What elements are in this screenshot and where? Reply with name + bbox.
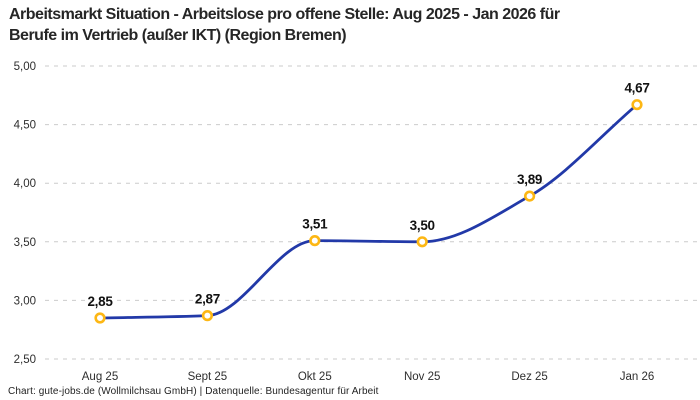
data-point-marker (416, 236, 428, 248)
data-point-marker (94, 312, 106, 324)
data-point-label: 2,87 (195, 292, 220, 307)
x-tick-label: Nov 25 (404, 371, 440, 383)
y-tick-label: 2,50 (14, 354, 36, 366)
y-tick-label: 3,00 (14, 295, 36, 307)
chart-credit: Chart: gute-jobs.de (Wollmilchsau GmbH) … (8, 386, 379, 397)
data-point-marker (309, 235, 321, 247)
data-point-marker (631, 99, 643, 111)
chart-title-line-2: Berufe im Vertrieb (außer IKT) (Region B… (9, 27, 347, 44)
data-point-label: 3,89 (517, 172, 542, 187)
series-line (98, 103, 639, 320)
y-tick-label: 5,00 (14, 61, 36, 73)
x-tick-label: Jan 26 (620, 371, 655, 383)
x-tick-label: Aug 25 (82, 371, 118, 383)
y-tick-label: 3,50 (14, 237, 36, 249)
data-point-label: 2,85 (87, 294, 113, 309)
x-tick-label: Okt 25 (298, 371, 332, 383)
data-point-label: 3,51 (302, 217, 328, 232)
data-point-marker (201, 310, 213, 322)
chart-title-line-1: Arbeitsmarkt Situation - Arbeitslose pro… (9, 6, 560, 23)
x-tick-label: Dez 25 (511, 371, 547, 383)
data-point-label: 3,50 (410, 218, 435, 233)
data-point-label: 4,67 (624, 81, 649, 96)
x-tick-label: Sept 25 (188, 371, 228, 383)
chart-title: Arbeitsmarkt Situation - Arbeitslose pro… (9, 4, 560, 46)
y-tick-label: 4,00 (14, 178, 36, 190)
y-tick-label: 4,50 (14, 120, 36, 132)
data-point-marker (523, 190, 536, 202)
